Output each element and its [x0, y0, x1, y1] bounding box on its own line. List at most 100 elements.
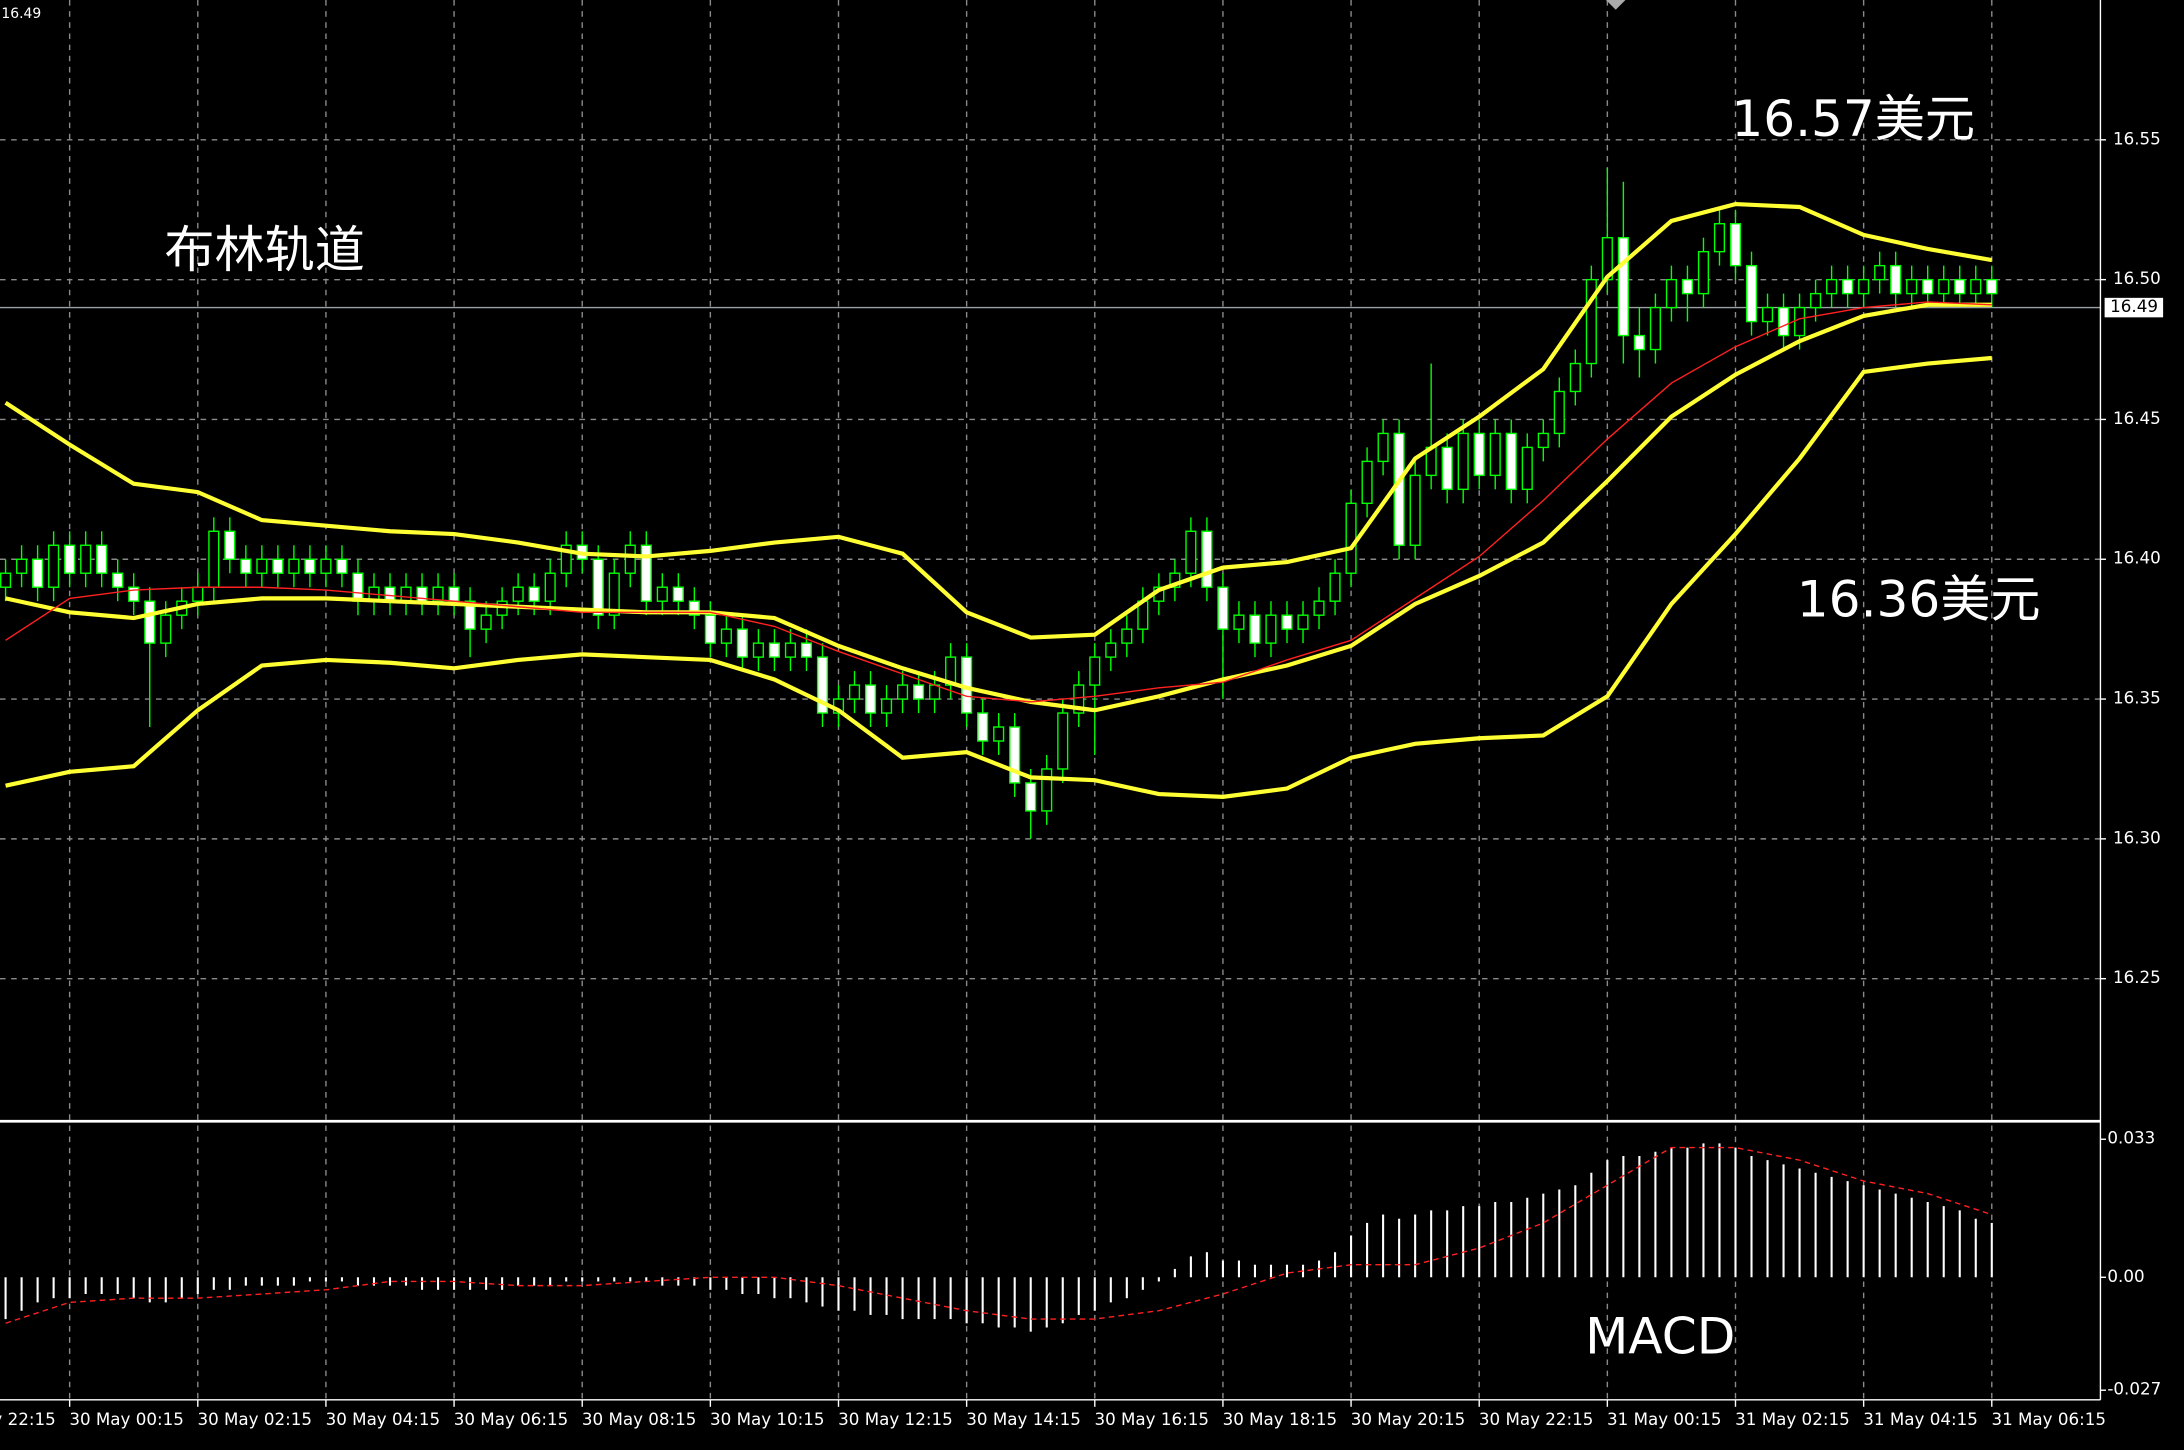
bollinger-band [5, 355, 1992, 799]
candle-body [993, 726, 1005, 742]
candle-body [624, 544, 636, 574]
marks [0, 167, 2101, 1332]
x-tick-label: 30 May 18:15 [1223, 1409, 1338, 1429]
candle-body [1185, 530, 1197, 574]
candle-body [784, 642, 797, 658]
y-tick-label: 16.40 [2113, 548, 2161, 568]
candle-body [1922, 278, 1934, 295]
candle-body [192, 586, 204, 602]
candle-body [1073, 684, 1085, 714]
x-tick-label: 31 May 00:15 [1607, 1409, 1722, 1429]
candle-body [240, 558, 252, 574]
candle-body [1761, 306, 1774, 323]
candle-body [1617, 236, 1629, 337]
y-tick-label: 16.50 [2113, 268, 2161, 288]
candle-body [1697, 250, 1710, 295]
candle-body [80, 544, 92, 574]
candle-body [929, 684, 941, 700]
candle-body [752, 642, 764, 658]
candle-body [448, 586, 460, 602]
candle-body [672, 586, 684, 602]
candle-body [160, 614, 172, 644]
candle-body [1729, 223, 1742, 267]
candle-body [1025, 782, 1037, 812]
x-tick-label: 30 May 04:15 [326, 1409, 441, 1429]
candle-body [1361, 460, 1373, 505]
candle-body [1105, 642, 1117, 658]
candle-body [288, 558, 300, 574]
candle-body [1842, 278, 1854, 295]
candle-body [1441, 446, 1453, 491]
candle-body [1793, 306, 1806, 337]
candle-body [1553, 390, 1565, 435]
candle-body [256, 558, 268, 574]
candle-body [896, 684, 909, 700]
candle-body [544, 572, 556, 602]
x-tick-label: 30 May 08:15 [582, 1409, 697, 1429]
candle-body [1249, 614, 1261, 644]
y-tick-label: 16.35 [2113, 688, 2161, 708]
candle-body [1201, 530, 1213, 588]
shift-marker [1605, 0, 1626, 10]
candle-body [816, 656, 829, 714]
candle-body [352, 572, 364, 602]
x-tick-label: 30 May 06:15 [454, 1409, 569, 1429]
candle-body [608, 572, 620, 616]
last-price-label: 16.49 [2110, 296, 2158, 316]
candle-body [528, 586, 540, 602]
candle-body [1313, 600, 1325, 616]
y-tick-label: 16.45 [2113, 408, 2161, 428]
candle-body [1665, 278, 1677, 309]
candle-body [1265, 614, 1277, 644]
bollinger-band [5, 302, 1992, 713]
candle-body [128, 586, 140, 602]
candle-body [1233, 614, 1245, 630]
candle-body [464, 600, 476, 630]
candle-body [1297, 614, 1309, 630]
candle-body [768, 642, 780, 658]
candle-body [1906, 278, 1918, 295]
candle-body [1169, 572, 1181, 588]
candle-body [977, 712, 989, 742]
candle-body [1409, 474, 1421, 546]
candle-body [304, 558, 316, 574]
y-tick-label: 0.033 [2107, 1128, 2155, 1148]
candle-body [1121, 628, 1133, 644]
x-tick-label: 31 May 06:15 [1991, 1409, 2106, 1429]
x-tick-label: 31 May 04:15 [1863, 1409, 1978, 1429]
candle-body [1345, 502, 1357, 574]
bollinger-band [4, 201, 1993, 640]
candle-body [688, 600, 700, 616]
candle-body [1217, 586, 1229, 630]
candle-body [1089, 656, 1101, 686]
annotation: 16.57美元 [1731, 89, 1975, 148]
candle-body [1057, 712, 1069, 770]
candle-body [913, 684, 925, 700]
candle-body [64, 544, 76, 574]
candle-body [640, 544, 652, 602]
x-tick-label: 31 May 02:15 [1735, 1409, 1850, 1429]
x-tick-label: 30 May 10:15 [710, 1409, 825, 1429]
x-tick-label: 30 May 20:15 [1351, 1409, 1466, 1429]
candle-body [1537, 432, 1549, 449]
candle-body [1585, 278, 1597, 365]
candle-body [144, 600, 156, 644]
candle-body [848, 684, 861, 700]
x-tick-label: 30 May 22:15 [1479, 1409, 1594, 1429]
candle-body [1009, 726, 1021, 784]
candle-body [96, 544, 108, 574]
candle-body [800, 642, 813, 658]
candle-body [1986, 278, 1998, 295]
x-tick-label: 30 May 02:15 [197, 1409, 312, 1429]
moving-average [5, 301, 1992, 703]
candle-body [1521, 446, 1533, 491]
x-tick-label: y 22:15 [0, 1409, 56, 1429]
candle-body [1377, 432, 1389, 463]
x-tick-label: 30 May 00:15 [69, 1409, 184, 1429]
candle-body [1713, 223, 1726, 253]
price-corner: 16.49 [1, 6, 41, 22]
candle-body [1281, 614, 1293, 630]
